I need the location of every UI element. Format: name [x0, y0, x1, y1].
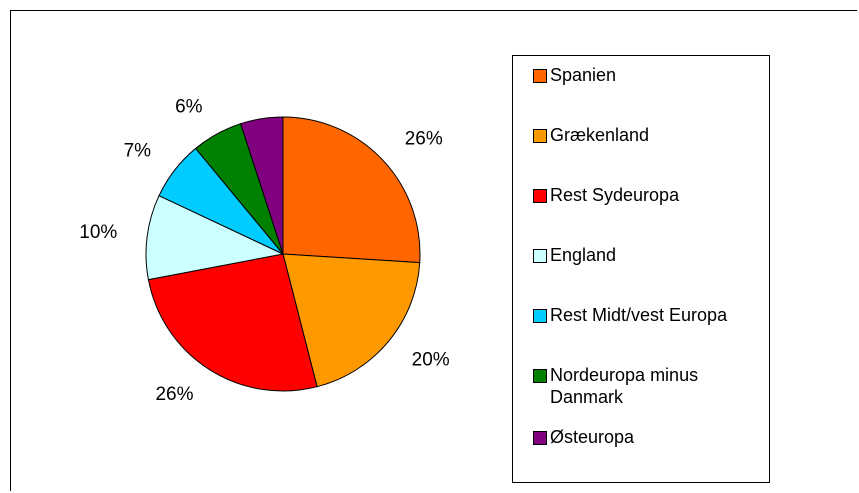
legend-label: Nordeuropa minus Danmark: [550, 365, 699, 407]
legend-swatch: [533, 249, 547, 263]
legend-item: Østeuropa: [533, 426, 765, 448]
legend-item: Grækenland: [533, 124, 765, 146]
legend-swatch: [533, 369, 547, 383]
legend-swatch: [533, 431, 547, 445]
data-label: 20%: [412, 349, 450, 370]
data-label: 10%: [79, 222, 117, 243]
legend-label: England: [550, 245, 617, 265]
data-label: 26%: [405, 129, 443, 150]
legend-label: Østeuropa: [550, 427, 635, 447]
legend-item: Nordeuropa minus Danmark: [533, 364, 765, 408]
legend-swatch: [533, 189, 547, 203]
legend-swatch: [533, 129, 547, 143]
legend-item: Spanien: [533, 64, 765, 86]
legend-item: England: [533, 244, 765, 266]
legend-swatch: [533, 309, 547, 323]
chart-frame: [10, 10, 857, 491]
data-label: 26%: [155, 384, 193, 405]
legend-label: Spanien: [550, 65, 617, 85]
data-label: 7%: [124, 141, 152, 162]
pie-slice: [240, 116, 284, 255]
legend-item: Rest Midt/vest Europa: [533, 304, 765, 326]
data-label: 6%: [175, 97, 203, 118]
pie-slice: [282, 253, 421, 388]
legend-label: Grækenland: [550, 125, 650, 145]
pie-slice: [145, 195, 285, 281]
legend-label: Rest Sydeuropa: [550, 185, 680, 205]
legend: Spanien Grækenland Rest Sydeuropa England Re…: [512, 55, 770, 483]
legend-item: Rest Sydeuropa: [533, 184, 765, 206]
pie-slice: [147, 253, 318, 392]
pie-slice: [282, 116, 421, 264]
legend-label: Rest Midt/vest Europa: [550, 305, 728, 325]
legend-swatch: [533, 69, 547, 83]
